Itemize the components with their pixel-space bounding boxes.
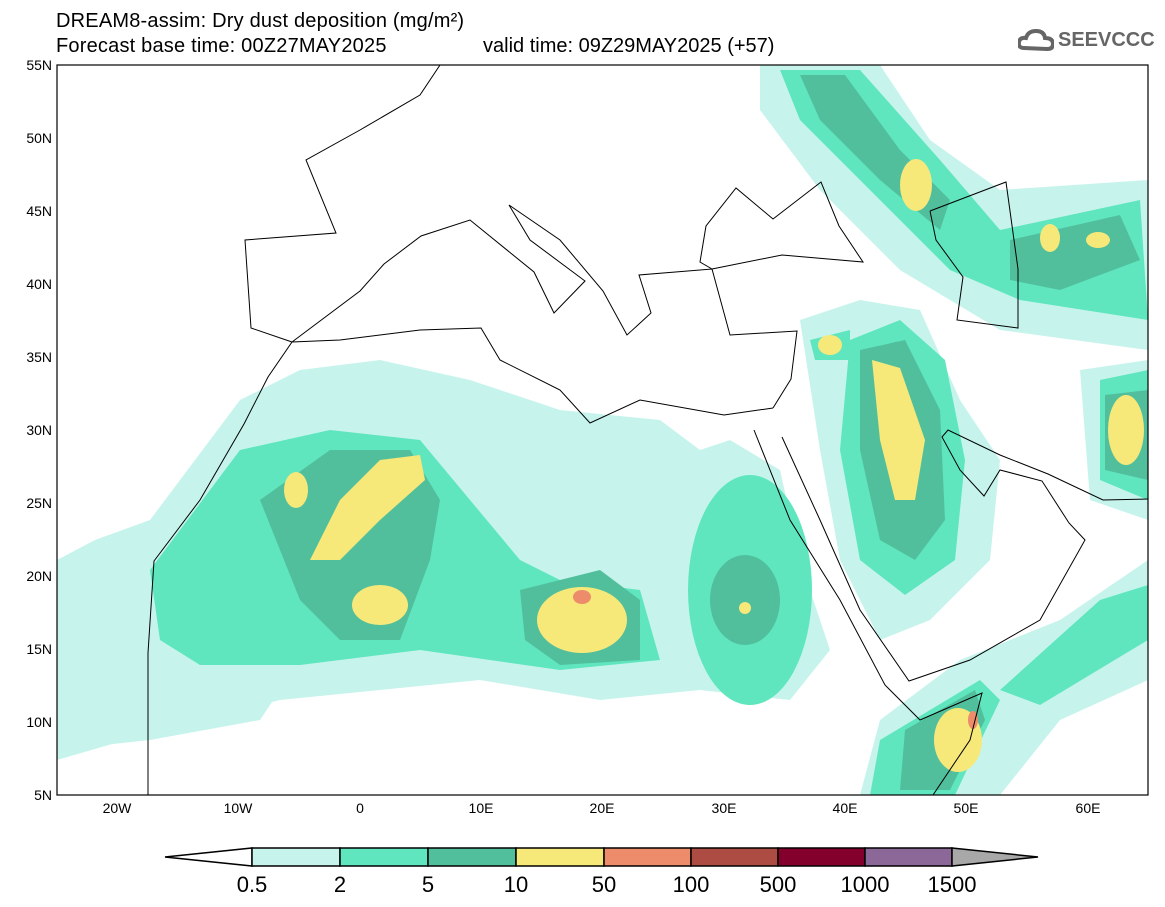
lat-label-15n: 15N	[26, 641, 52, 657]
colorbar-label: 1500	[927, 872, 977, 897]
lon-label-10w: 10W	[223, 800, 253, 816]
lat-label-35n: 35N	[26, 349, 52, 365]
colorbar-label: 1000	[840, 872, 890, 897]
logo-text: SEEVCCC	[1058, 28, 1155, 51]
lon-label-20e: 20E	[589, 800, 615, 816]
colorbar-label: 500	[759, 872, 797, 897]
colorbar	[164, 847, 1039, 867]
valid-time: valid time: 09Z29MAY2025 (+57)	[483, 35, 775, 57]
colorbar-label: 50	[591, 872, 617, 897]
lat-label-55n: 55N	[26, 57, 52, 73]
colorbar-bin-10-50	[515, 847, 605, 867]
colorbar-bin-0.5-2	[251, 847, 341, 867]
map-title: DREAM8-assim: Dry dust deposition (mg/m²…	[56, 10, 465, 32]
lon-label-40e: 40E	[832, 800, 858, 816]
colorbar-label: 0.5	[236, 872, 268, 897]
lat-label-20n: 20N	[26, 568, 52, 584]
colorbar-bin-1000-1500	[864, 847, 953, 867]
colorbar-label: 100	[672, 872, 710, 897]
lon-label-30e: 30E	[711, 800, 737, 816]
lon-label-60e: 60E	[1075, 800, 1101, 816]
colorbar-bin-50-100	[603, 847, 692, 867]
cloud-icon	[1018, 28, 1054, 52]
colorbar-label: 5	[421, 872, 435, 897]
colorbar-bin-100-500	[690, 847, 779, 867]
colorbar-bin-500-1000	[777, 847, 866, 867]
lon-label-50e: 50E	[953, 800, 979, 816]
lat-label-45n: 45N	[26, 203, 52, 219]
colorbar-bin-2-5	[339, 847, 429, 867]
lon-label-20w: 20W	[102, 800, 132, 816]
coastlines	[147, 65, 1148, 795]
colorbar-over-arrow	[951, 847, 1039, 867]
lon-label-10e: 10E	[468, 800, 494, 816]
lat-label-25n: 25N	[26, 495, 52, 511]
lat-label-10n: 10N	[26, 714, 52, 730]
lat-label-30n: 30N	[26, 422, 52, 438]
colorbar-bin-5-10	[427, 847, 517, 867]
lon-label-0: 0	[356, 800, 364, 816]
colorbar-under-arrow	[164, 847, 253, 867]
map-frame	[56, 64, 1149, 796]
colorbar-label: 2	[333, 872, 347, 897]
lat-label-50n: 50N	[26, 130, 52, 146]
colorbar-label: 10	[503, 872, 529, 897]
lat-label-5n: 5N	[34, 787, 52, 803]
lat-label-40n: 40N	[26, 276, 52, 292]
forecast-base-time: Forecast base time: 00Z27MAY2025	[56, 35, 387, 57]
dust-level-50	[573, 590, 978, 729]
seevccc-logo: SEEVCCC	[1018, 28, 1155, 52]
